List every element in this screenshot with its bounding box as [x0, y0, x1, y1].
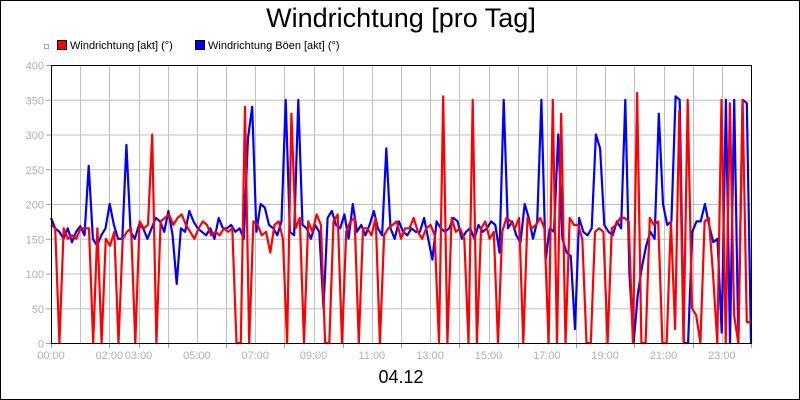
chart-title: Windrichtung [pro Tag] [266, 3, 536, 33]
x-tick-label: 15:00 [475, 350, 503, 362]
y-tick-label: 300 [26, 130, 44, 142]
plot-border [51, 65, 752, 344]
legend-label: Windrichtung Böen [akt] (°) [208, 40, 340, 52]
y-tick-label: 50 [32, 304, 44, 316]
x-axis-date-label: 04.12 [378, 367, 424, 387]
y-tick-label: 0 [38, 339, 44, 351]
y-tick-label: 100 [26, 269, 44, 281]
x-tick-label: 05:00 [183, 350, 211, 362]
x-tick-label: 11:00 [358, 350, 385, 362]
x-tick-label: 07:00 [241, 350, 269, 362]
x-tick-label: 03:00 [125, 350, 153, 362]
legend-item-windrichtung-boeen: Windrichtung Böen [akt] (°) [195, 40, 340, 52]
blue-swatch-icon [195, 40, 205, 50]
y-tick-label: 350 [26, 95, 44, 107]
y-tick-label: 150 [26, 234, 44, 246]
x-tick-label: 17:00 [533, 350, 561, 362]
legend-marker-icon [44, 44, 49, 49]
red-swatch-icon [57, 40, 67, 50]
legend-item-windrichtung: Windrichtung [akt] (°) [57, 40, 173, 52]
x-tick-label: 02:00 [96, 350, 124, 362]
series-line [50, 91, 751, 345]
x-tick-label: 00:00 [37, 350, 65, 362]
x-tick-label: 13:00 [416, 350, 444, 362]
y-tick-label: 200 [26, 200, 44, 212]
x-tick-label: 19:00 [591, 350, 619, 362]
y-tick-label: 400 [26, 61, 44, 73]
x-tick-label: 23:00 [708, 350, 736, 362]
legend-label: Windrichtung [akt] (°) [70, 40, 173, 52]
x-tick-label: 21:00 [650, 350, 678, 362]
x-tick-label: 09:00 [300, 350, 328, 362]
y-tick-label: 250 [26, 165, 44, 177]
